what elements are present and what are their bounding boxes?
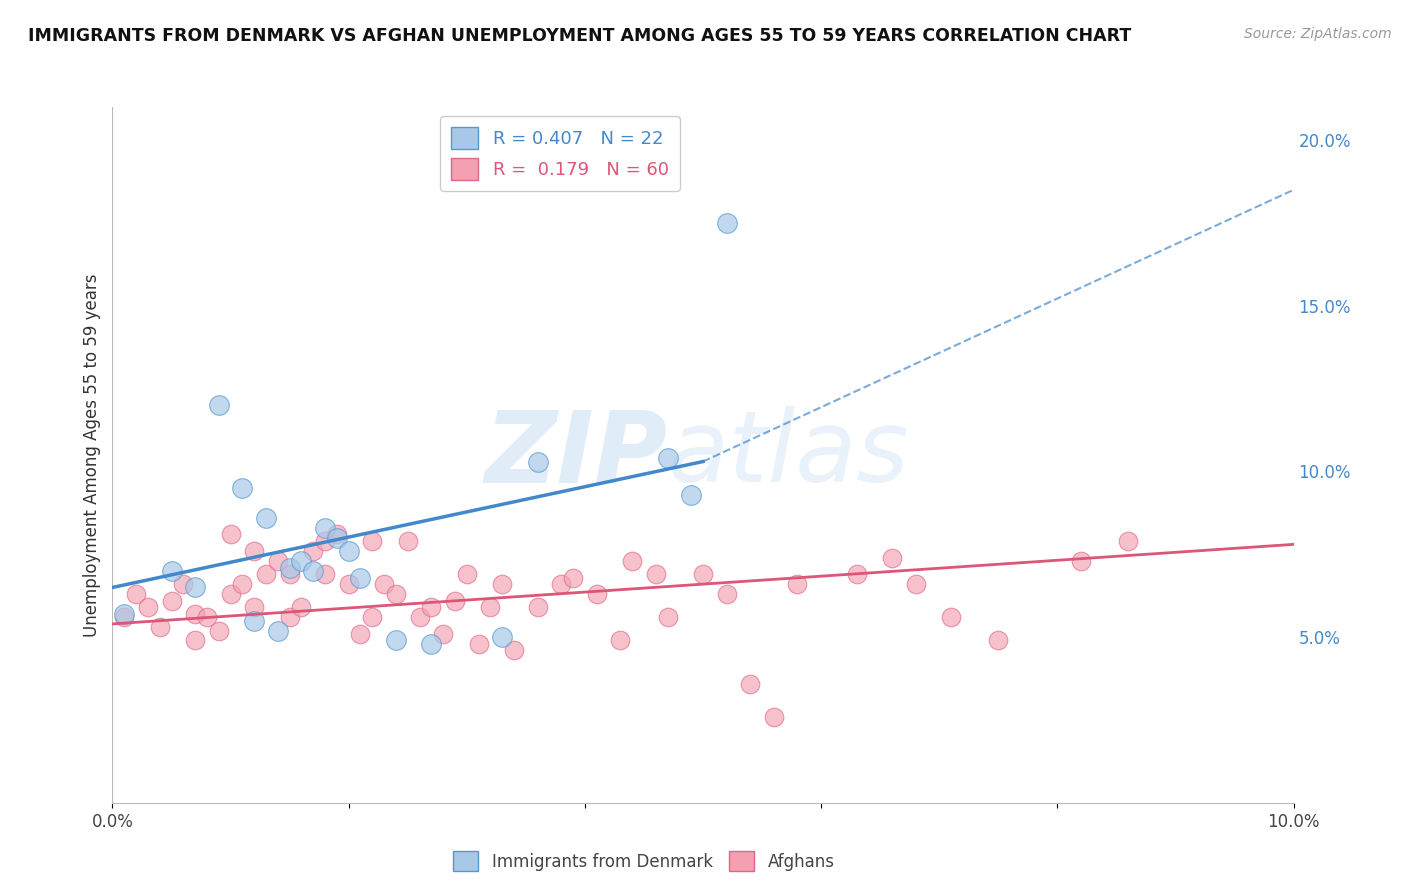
Point xyxy=(349,627,371,641)
Point xyxy=(136,600,159,615)
Point xyxy=(243,600,266,615)
Text: IMMIGRANTS FROM DENMARK VS AFGHAN UNEMPLOYMENT AMONG AGES 55 TO 59 YEARS CORRELA: IMMIGRANTS FROM DENMARK VS AFGHAN UNEMPL… xyxy=(28,27,1132,45)
Point xyxy=(681,488,703,502)
Point xyxy=(467,637,489,651)
Point xyxy=(1070,554,1092,568)
Point xyxy=(609,633,631,648)
Text: ZIP: ZIP xyxy=(485,407,668,503)
Point xyxy=(349,570,371,584)
Point xyxy=(290,600,312,615)
Point xyxy=(550,577,572,591)
Point xyxy=(845,567,868,582)
Point xyxy=(385,587,408,601)
Point xyxy=(621,554,644,568)
Point xyxy=(692,567,714,582)
Point xyxy=(125,587,148,601)
Point xyxy=(1116,534,1139,549)
Point xyxy=(302,564,325,578)
Point xyxy=(939,610,962,624)
Point xyxy=(112,610,135,624)
Point xyxy=(208,624,231,638)
Point xyxy=(562,570,585,584)
Point xyxy=(160,593,183,607)
Point xyxy=(337,544,360,558)
Point xyxy=(112,607,135,621)
Point xyxy=(491,577,513,591)
Point xyxy=(195,610,218,624)
Point xyxy=(278,560,301,574)
Point xyxy=(503,643,526,657)
Point xyxy=(385,633,408,648)
Point xyxy=(267,624,290,638)
Point xyxy=(302,544,325,558)
Point xyxy=(254,511,277,525)
Point xyxy=(479,600,502,615)
Point xyxy=(219,587,242,601)
Point xyxy=(254,567,277,582)
Point xyxy=(716,587,738,601)
Point xyxy=(278,610,301,624)
Point xyxy=(243,544,266,558)
Point xyxy=(657,610,679,624)
Point xyxy=(786,577,808,591)
Point xyxy=(585,587,607,601)
Text: atlas: atlas xyxy=(668,407,910,503)
Point xyxy=(444,593,467,607)
Point xyxy=(361,610,384,624)
Point xyxy=(326,527,349,541)
Point xyxy=(243,614,266,628)
Point xyxy=(337,577,360,591)
Point xyxy=(314,534,336,549)
Point xyxy=(184,581,207,595)
Point xyxy=(278,567,301,582)
Point xyxy=(184,607,207,621)
Point xyxy=(314,567,336,582)
Point xyxy=(740,676,762,690)
Point xyxy=(231,481,253,495)
Point xyxy=(491,630,513,644)
Point xyxy=(361,534,384,549)
Point xyxy=(526,600,548,615)
Y-axis label: Unemployment Among Ages 55 to 59 years: Unemployment Among Ages 55 to 59 years xyxy=(83,273,101,637)
Point xyxy=(314,521,336,535)
Point xyxy=(987,633,1010,648)
Point xyxy=(267,554,290,568)
Point xyxy=(184,633,207,648)
Point xyxy=(219,527,242,541)
Point xyxy=(326,531,349,545)
Text: Source: ZipAtlas.com: Source: ZipAtlas.com xyxy=(1244,27,1392,41)
Legend: Immigrants from Denmark, Afghans: Immigrants from Denmark, Afghans xyxy=(447,845,841,878)
Point xyxy=(172,577,194,591)
Point xyxy=(160,564,183,578)
Point xyxy=(208,398,231,412)
Point xyxy=(880,550,903,565)
Point xyxy=(432,627,454,641)
Point xyxy=(290,554,312,568)
Point xyxy=(420,600,443,615)
Point xyxy=(373,577,395,591)
Point xyxy=(526,454,548,468)
Point xyxy=(420,637,443,651)
Point xyxy=(644,567,666,582)
Point xyxy=(231,577,253,591)
Point xyxy=(657,451,679,466)
Point xyxy=(904,577,927,591)
Point xyxy=(149,620,172,634)
Point xyxy=(456,567,478,582)
Point xyxy=(762,709,785,723)
Point xyxy=(396,534,419,549)
Point xyxy=(408,610,430,624)
Point xyxy=(716,216,738,230)
